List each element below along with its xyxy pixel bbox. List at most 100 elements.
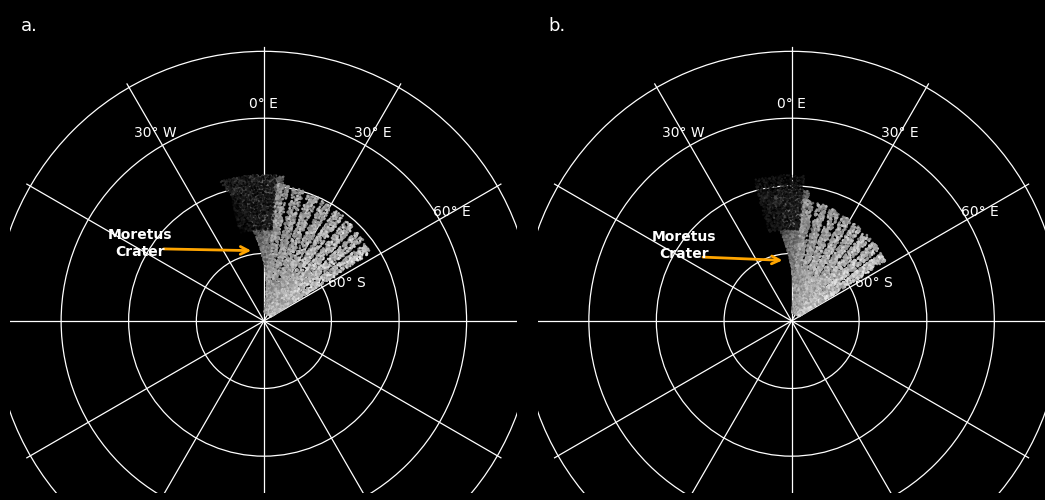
Point (274, 267, 291, 275)
Point (284, 269, 301, 277)
Point (787, 274, 804, 282)
Point (256, 230, 273, 238)
Point (343, 242, 359, 250)
Point (270, 280, 286, 288)
Point (334, 264, 351, 272)
Point (811, 280, 828, 287)
Point (292, 254, 308, 262)
Point (277, 294, 294, 302)
Point (243, 206, 260, 214)
Point (234, 194, 251, 202)
Point (265, 194, 282, 202)
Point (803, 280, 819, 288)
Point (303, 252, 320, 260)
Point (255, 244, 272, 252)
Point (253, 190, 270, 198)
Point (284, 272, 301, 280)
Point (266, 193, 283, 201)
Point (261, 280, 278, 288)
Point (289, 267, 306, 275)
Point (767, 205, 784, 213)
Point (844, 228, 861, 235)
Point (252, 244, 269, 252)
Point (269, 210, 285, 218)
Point (318, 264, 334, 272)
Point (270, 240, 286, 248)
Point (794, 295, 811, 303)
Point (265, 226, 282, 234)
Point (260, 240, 277, 248)
Point (270, 212, 286, 220)
Point (311, 275, 328, 283)
Point (259, 221, 276, 229)
Point (257, 262, 274, 270)
Point (873, 254, 889, 262)
Point (764, 218, 781, 226)
Point (803, 301, 819, 309)
Point (789, 248, 806, 256)
Point (783, 190, 799, 198)
Point (807, 292, 823, 300)
Point (256, 180, 273, 188)
Point (250, 181, 266, 189)
Point (237, 210, 254, 218)
Point (320, 201, 336, 209)
Point (772, 184, 789, 192)
Point (269, 262, 285, 270)
Point (792, 228, 809, 236)
Point (813, 262, 830, 270)
Point (247, 182, 263, 190)
Point (266, 308, 283, 316)
Point (791, 310, 808, 318)
Point (800, 302, 817, 310)
Point (334, 242, 351, 250)
Point (791, 288, 808, 296)
Point (265, 214, 282, 222)
Point (811, 238, 828, 246)
Point (797, 270, 814, 278)
Point (793, 228, 810, 235)
Point (259, 185, 276, 193)
Point (257, 210, 274, 218)
Point (832, 248, 849, 256)
Point (772, 191, 789, 199)
Point (250, 218, 266, 226)
Point (336, 228, 353, 235)
Point (301, 232, 318, 240)
Point (830, 233, 846, 241)
Point (284, 258, 301, 266)
Point (823, 283, 840, 291)
Point (796, 221, 813, 229)
Point (810, 296, 827, 304)
Point (791, 244, 808, 252)
Point (789, 212, 806, 220)
Point (241, 197, 258, 205)
Point (312, 231, 329, 239)
Point (245, 197, 261, 205)
Point (788, 255, 805, 263)
Point (787, 304, 804, 312)
Point (254, 172, 271, 180)
Point (795, 268, 812, 276)
Point (766, 198, 783, 206)
Point (257, 226, 274, 234)
Point (299, 270, 316, 278)
Point (783, 230, 799, 238)
Point (271, 292, 287, 300)
Point (807, 298, 823, 306)
Point (289, 294, 306, 302)
Point (788, 302, 805, 310)
Point (797, 196, 814, 203)
Point (787, 254, 804, 262)
Point (257, 190, 274, 198)
Point (768, 198, 785, 206)
Point (832, 283, 849, 291)
Point (779, 235, 795, 243)
Point (815, 252, 832, 260)
Point (347, 250, 364, 258)
Point (772, 224, 789, 232)
Point (269, 297, 285, 305)
Point (783, 219, 799, 227)
Point (268, 214, 284, 222)
Point (807, 295, 823, 303)
